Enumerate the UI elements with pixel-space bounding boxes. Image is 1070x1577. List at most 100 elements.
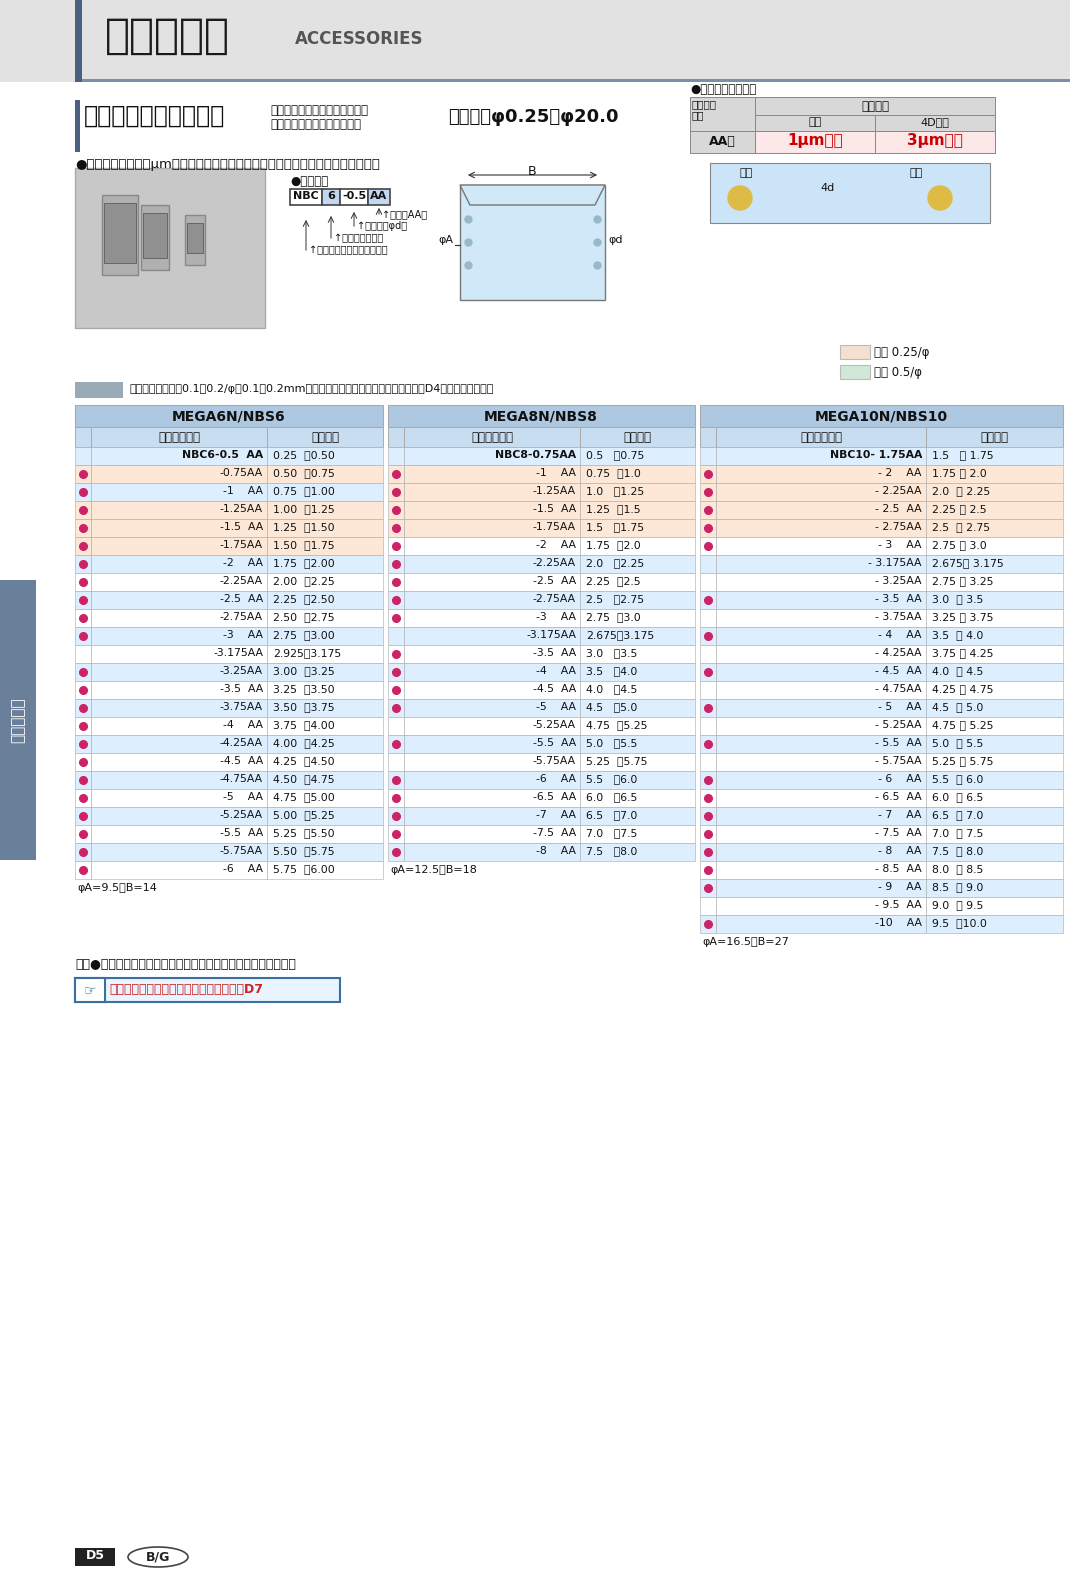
Bar — [700, 788, 716, 807]
Bar — [91, 519, 268, 538]
Bar — [91, 718, 268, 735]
Text: 2.25  〜2.50: 2.25 〜2.50 — [273, 595, 335, 604]
Text: 1.25  〜1.50: 1.25 〜1.50 — [273, 522, 335, 531]
Text: コレット型式: コレット型式 — [158, 431, 200, 445]
Bar — [700, 915, 716, 934]
Text: 1.75  〜2.00: 1.75 〜2.00 — [273, 558, 335, 568]
Bar — [75, 427, 91, 446]
Bar — [700, 645, 716, 662]
Text: B: B — [528, 166, 536, 178]
Bar — [580, 807, 696, 825]
Text: 0.25  〜0.50: 0.25 〜0.50 — [273, 449, 335, 460]
Bar — [700, 609, 716, 628]
Bar — [716, 825, 926, 844]
Text: 2.5   〜2.75: 2.5 〜2.75 — [586, 595, 644, 604]
Text: 2.25  〜2.5: 2.25 〜2.5 — [586, 576, 641, 587]
Text: 3.25  〜3.50: 3.25 〜3.50 — [273, 684, 335, 694]
Text: 4.75  〜5.25: 4.75 〜5.25 — [586, 721, 647, 730]
Bar — [926, 662, 1063, 681]
Bar — [700, 699, 716, 718]
Text: 把握径：φ0.25～φ20.0: 把握径：φ0.25～φ20.0 — [448, 107, 618, 126]
Bar — [268, 446, 383, 465]
Bar — [716, 662, 926, 681]
Bar — [700, 483, 716, 501]
Text: 6.5  〜 7.0: 6.5 〜 7.0 — [932, 811, 983, 820]
Bar — [926, 555, 1063, 572]
Bar — [755, 98, 995, 115]
Bar — [268, 609, 383, 628]
Bar — [580, 609, 696, 628]
Text: - 2    AA: - 2 AA — [878, 468, 922, 478]
Text: φA=9.5　B=14: φA=9.5 B=14 — [77, 883, 157, 893]
Text: 口元: 口元 — [740, 169, 753, 178]
Bar — [75, 861, 91, 878]
Bar — [404, 538, 580, 555]
Text: 2.25 〜 2.5: 2.25 〜 2.5 — [932, 505, 987, 514]
Bar — [716, 897, 926, 915]
Bar — [268, 861, 383, 878]
Text: 2.50  〜2.75: 2.50 〜2.75 — [273, 612, 335, 621]
Text: - 3.175AA: - 3.175AA — [869, 558, 922, 568]
Bar — [388, 628, 404, 645]
Bar — [268, 465, 383, 483]
Text: -3.25AA: -3.25AA — [219, 665, 263, 677]
Bar — [716, 538, 926, 555]
Text: コレット型式: コレット型式 — [800, 431, 842, 445]
Circle shape — [728, 186, 752, 210]
Bar — [75, 718, 91, 735]
Bar — [91, 609, 268, 628]
Bar — [91, 501, 268, 519]
Text: - 3.5  AA: - 3.5 AA — [875, 595, 922, 604]
Bar — [91, 771, 268, 788]
Bar — [91, 662, 268, 681]
Text: 縮代 0.5/φ: 縮代 0.5/φ — [874, 366, 922, 378]
Bar — [187, 222, 203, 252]
Bar — [716, 718, 926, 735]
Text: 2.75 〜 3.25: 2.75 〜 3.25 — [932, 576, 994, 587]
Text: AA級: AA級 — [708, 136, 735, 148]
Bar — [75, 844, 91, 861]
Bar — [268, 555, 383, 572]
Bar — [388, 427, 404, 446]
Text: -1.5  AA: -1.5 AA — [533, 505, 576, 514]
Text: 5.0  〜 5.5: 5.0 〜 5.5 — [932, 738, 983, 747]
Text: φA=16.5　B=27: φA=16.5 B=27 — [702, 937, 789, 948]
Bar — [388, 788, 404, 807]
Text: - 8    AA: - 8 AA — [878, 845, 922, 856]
Bar — [580, 483, 696, 501]
Text: 把握範囲: 把握範囲 — [980, 431, 1008, 445]
Bar — [388, 771, 404, 788]
Text: 4.5   〜5.0: 4.5 〜5.0 — [586, 702, 638, 711]
Text: φd: φd — [608, 235, 623, 244]
Bar — [91, 861, 268, 878]
Bar — [91, 788, 268, 807]
Text: 先端: 先端 — [910, 169, 923, 178]
Bar — [926, 878, 1063, 897]
Bar — [75, 752, 91, 771]
Bar — [926, 825, 1063, 844]
Bar — [141, 205, 169, 270]
Text: - 6    AA: - 6 AA — [878, 774, 922, 784]
Bar — [404, 844, 580, 861]
Text: 0.5   〜0.75: 0.5 〜0.75 — [586, 449, 644, 460]
Bar — [700, 405, 1063, 427]
Text: -0.75AA: -0.75AA — [219, 468, 263, 478]
Text: -4.25AA: -4.25AA — [219, 738, 263, 747]
Bar — [75, 645, 91, 662]
Bar — [388, 844, 404, 861]
Bar — [700, 735, 716, 752]
Bar — [580, 427, 696, 446]
Bar — [91, 572, 268, 591]
Bar — [580, 645, 696, 662]
Text: 3.75 〜 4.25: 3.75 〜 4.25 — [932, 648, 994, 658]
Bar — [755, 131, 875, 153]
Text: 3μm以内: 3μm以内 — [907, 132, 963, 148]
Text: 6.5   〜7.0: 6.5 〜7.0 — [586, 811, 638, 820]
Text: -2.5  AA: -2.5 AA — [533, 576, 576, 587]
Text: -4    AA: -4 AA — [223, 721, 263, 730]
Text: - 5.5  AA: - 5.5 AA — [875, 738, 922, 747]
Bar — [460, 185, 605, 300]
Bar — [700, 807, 716, 825]
Bar — [75, 681, 91, 699]
Bar — [388, 501, 404, 519]
